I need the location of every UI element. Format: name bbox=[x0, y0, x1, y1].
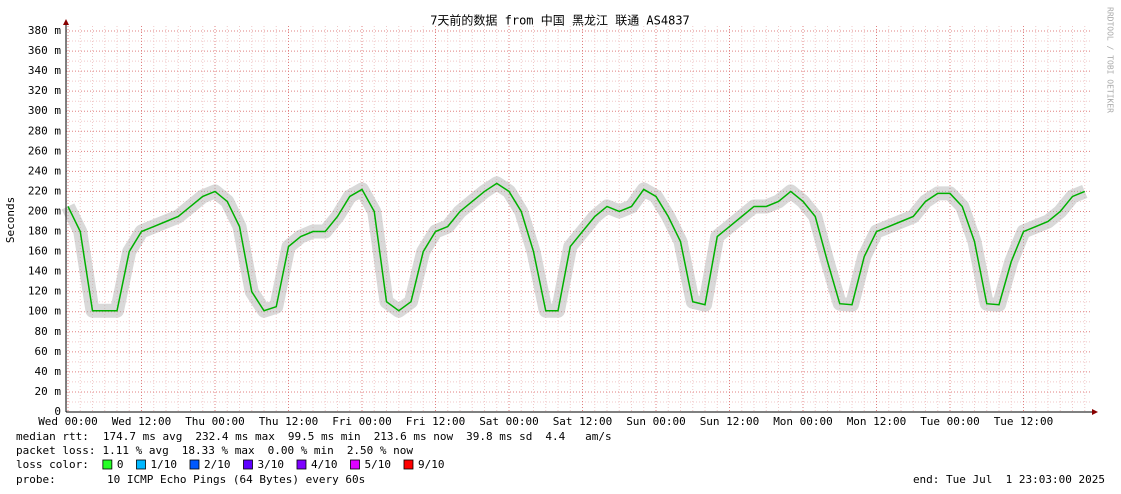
x-tick-label: Mon 00:00 bbox=[773, 415, 833, 428]
legend-label: 3/10 bbox=[257, 458, 284, 471]
y-tick-label: 340 m bbox=[28, 64, 61, 77]
x-tick-label: Sat 00:00 bbox=[479, 415, 539, 428]
y-tick-label: 320 m bbox=[28, 84, 61, 97]
legend-label: 0 bbox=[117, 458, 124, 471]
stats-label: loss color: bbox=[16, 458, 89, 471]
median-line bbox=[67, 182, 1086, 312]
y-tick-label: 280 m bbox=[28, 124, 61, 137]
legend-label: 5/10 bbox=[364, 458, 391, 471]
probe-text: 10 ICMP Echo Pings (64 Bytes) every 60s bbox=[107, 473, 365, 486]
chart-title: 7天前的数据 from 中国 黑龙江 联通 AS4837 bbox=[430, 13, 690, 28]
x-tick-label: Mon 12:00 bbox=[847, 415, 907, 428]
x-arrow bbox=[1092, 409, 1098, 415]
legend-label: 2/10 bbox=[204, 458, 231, 471]
stat-value: 174.7 ms avg bbox=[103, 430, 182, 443]
stats-label: probe: bbox=[16, 473, 56, 486]
y-tick-label: 380 m bbox=[28, 24, 61, 37]
y-axis-label: Seconds bbox=[4, 197, 17, 243]
y-tick-label: 140 m bbox=[28, 265, 61, 278]
y-tick-label: 60 m bbox=[35, 345, 62, 358]
legend: 0 20 m 40 m 60 m 80 m 100 m 120 m 140 m 160 m 180… bbox=[16, 24, 1105, 486]
loss-swatch bbox=[296, 459, 307, 470]
x-tick-label: Fri 12:00 bbox=[406, 415, 466, 428]
legend-label: 4/10 bbox=[311, 458, 338, 471]
stat-value: 232.4 ms max bbox=[195, 430, 275, 443]
y-tick-label: 200 m bbox=[28, 204, 61, 217]
y-tick-label: 220 m bbox=[28, 184, 61, 197]
loss-swatch bbox=[102, 459, 113, 470]
loss-swatch bbox=[136, 459, 146, 470]
y-tick-label: 240 m bbox=[28, 164, 61, 177]
y-tick-label: 120 m bbox=[28, 285, 61, 298]
y-tick-label: 160 m bbox=[28, 245, 61, 258]
y-tick-label: 360 m bbox=[28, 44, 61, 57]
plot bbox=[61, 176, 1088, 318]
x-tick-label: Tue 00:00 bbox=[920, 415, 980, 428]
x-tick-label: Tue 12:00 bbox=[994, 415, 1054, 428]
x-tick-label: Sat 12:00 bbox=[553, 415, 613, 428]
y-tick-label: 300 m bbox=[28, 104, 61, 117]
y-arrow bbox=[63, 19, 69, 25]
side-text: RRDTOOL / TOBI OETIKER bbox=[1106, 7, 1115, 113]
y-tick-label: 180 m bbox=[28, 225, 61, 238]
loss-swatch bbox=[243, 459, 253, 470]
y-tick-label: 40 m bbox=[35, 365, 62, 378]
legend-label: 9/10 bbox=[418, 458, 445, 471]
y-tick-label: 100 m bbox=[28, 305, 61, 318]
end-text: end: Tue Jul 1 23:03:00 2025 bbox=[913, 473, 1105, 486]
loss-swatch bbox=[350, 459, 360, 470]
stat-value: 1.11 % avg bbox=[102, 444, 168, 457]
stats-label: median rtt: bbox=[16, 430, 89, 443]
stat-value: 4.4 am/s bbox=[545, 430, 611, 443]
grid bbox=[66, 26, 1092, 413]
x-tick-label: Sun 12:00 bbox=[700, 415, 760, 428]
y-tick-label: 20 m bbox=[35, 385, 62, 398]
stat-value: 39.8 ms sd bbox=[466, 430, 532, 443]
x-tick-label: Sun 00:00 bbox=[626, 415, 686, 428]
stat-value: 99.5 ms min bbox=[288, 430, 361, 443]
stats-label: packet loss: bbox=[16, 444, 95, 457]
legend-label: 1/10 bbox=[150, 458, 177, 471]
axes bbox=[63, 19, 1098, 415]
loss-swatch bbox=[403, 459, 414, 470]
y-tick-label: 0 bbox=[54, 405, 61, 418]
x-tick-label: Thu 00:00 bbox=[185, 415, 245, 428]
x-tick-label: Thu 12:00 bbox=[259, 415, 319, 428]
stat-value: 0.00 % min bbox=[268, 444, 334, 457]
x-tick-label: Wed 12:00 bbox=[112, 415, 172, 428]
y-tick-label: 80 m bbox=[35, 325, 62, 338]
loss-swatch bbox=[189, 459, 200, 470]
x-tick-label: Wed 00:00 bbox=[38, 415, 98, 428]
stat-value: 18.33 % max bbox=[182, 444, 255, 457]
x-tick-label: Fri 00:00 bbox=[332, 415, 392, 428]
stat-value: 2.50 % now bbox=[347, 444, 414, 457]
stat-value: 213.6 ms now bbox=[374, 430, 454, 443]
y-tick-label: 260 m bbox=[28, 144, 61, 157]
